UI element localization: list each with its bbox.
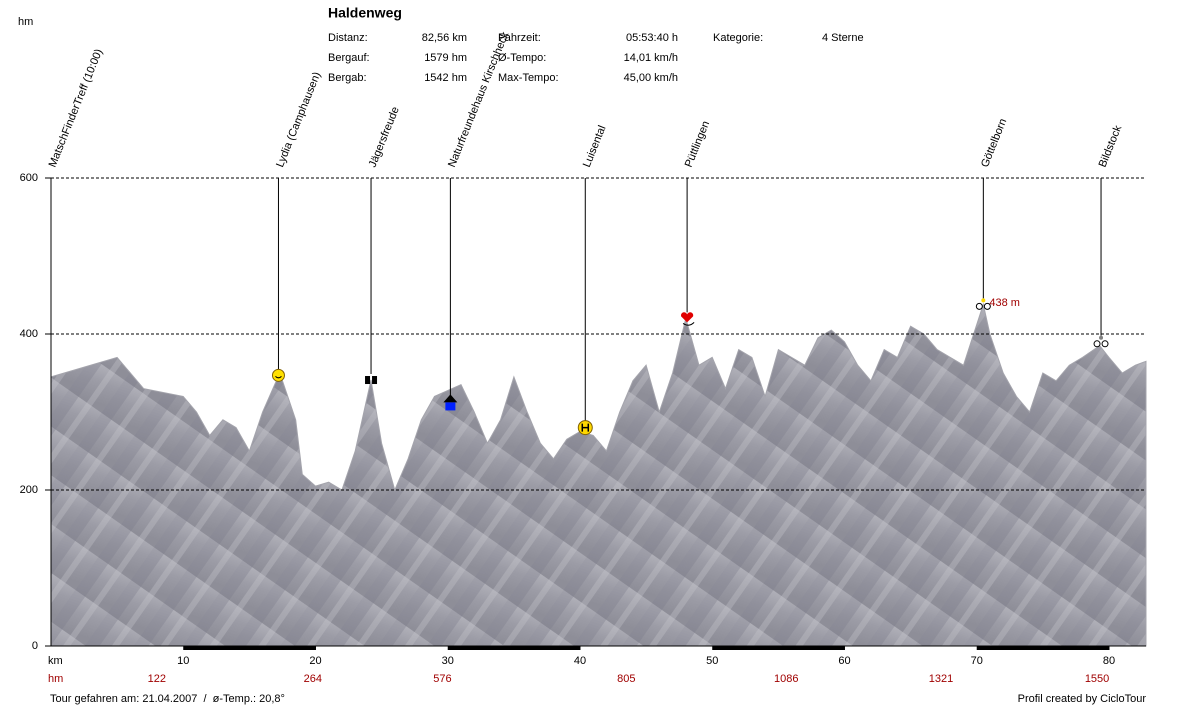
icon xyxy=(682,322,695,326)
icon xyxy=(1101,340,1109,348)
x-tick-label: 40 xyxy=(574,655,586,667)
x-tick-label: 70 xyxy=(971,655,983,667)
stat-value: 45,00 km/h xyxy=(624,72,678,84)
x-tick-label: 30 xyxy=(442,655,454,667)
waypoint-label: Bildstock xyxy=(1097,123,1125,169)
climb-label: 576 xyxy=(433,673,451,685)
x-unit: km xyxy=(48,655,63,667)
waypoint-label: Naturfreundehaus Kirschheck xyxy=(446,30,512,169)
stat-value: 1542 hm xyxy=(424,72,467,84)
icon xyxy=(983,302,991,310)
x-tick-label: 20 xyxy=(309,655,321,667)
climb-label: 1086 xyxy=(774,673,798,685)
waypoint xyxy=(365,178,378,385)
stat-value: 82,56 km xyxy=(422,32,467,44)
icon xyxy=(1093,340,1101,348)
km-bar xyxy=(447,646,580,650)
waypoint xyxy=(975,178,991,310)
icon xyxy=(581,423,590,432)
x-tick-label: 60 xyxy=(838,655,850,667)
stat-label: Kategorie: xyxy=(713,32,763,44)
y-tick-label: 0 xyxy=(32,640,38,652)
waypoint-label: Göttelborn xyxy=(979,117,1009,169)
y-tick-label: 200 xyxy=(20,484,38,496)
climb-label: 1321 xyxy=(929,673,953,685)
y-tick-label: 600 xyxy=(20,172,38,184)
climb-unit: hm xyxy=(48,673,63,685)
icon xyxy=(365,376,371,385)
profile-area xyxy=(50,302,1147,647)
climb-label: 805 xyxy=(617,673,635,685)
waypoint xyxy=(443,178,458,411)
stat-value: 14,01 km/h xyxy=(624,52,678,64)
climb-label: 1550 xyxy=(1085,673,1109,685)
waypoint-label: Püttlingen xyxy=(683,119,712,169)
stat-value: 1579 hm xyxy=(424,52,467,64)
waypoint-label: Luisental xyxy=(581,124,609,169)
waypoint xyxy=(271,178,285,382)
stat-label: Fahrzeit: xyxy=(498,32,541,44)
icon xyxy=(372,376,378,385)
waypoint-label: MatschFinderTreff (10:00) xyxy=(47,47,106,169)
icon xyxy=(445,402,456,411)
stat-label: Bergauf: xyxy=(328,52,370,64)
km-bar xyxy=(976,646,1109,650)
icon xyxy=(680,312,694,323)
icon xyxy=(443,394,458,403)
stat-label: Max-Tempo: xyxy=(498,72,559,84)
icon xyxy=(975,302,983,310)
stat-label: Distanz: xyxy=(328,32,368,44)
km-bar xyxy=(712,646,845,650)
waypoint-value-label: 438 m xyxy=(989,297,1020,309)
waypoint xyxy=(577,178,593,436)
icon xyxy=(1099,335,1104,340)
icon xyxy=(981,298,986,303)
waypoint-label: Jägersfreude xyxy=(367,105,402,169)
km-bar xyxy=(183,646,316,650)
y-tick-label: 400 xyxy=(20,328,38,340)
stat-value: 4 Sterne xyxy=(822,32,864,44)
chart-title: Haldenweg xyxy=(328,5,402,21)
y-unit: hm xyxy=(18,16,33,28)
icon xyxy=(271,368,285,382)
footer-left: Tour gefahren am: 21.04.2007 / ø-Temp.: … xyxy=(50,693,285,705)
climb-label: 264 xyxy=(304,673,322,685)
climb-label: 122 xyxy=(148,673,166,685)
waypoint xyxy=(680,178,695,326)
footer-right: Profil created by CicloTour xyxy=(1018,693,1147,705)
x-tick-label: 80 xyxy=(1103,655,1115,667)
icon xyxy=(275,375,282,379)
x-tick-label: 10 xyxy=(177,655,189,667)
waypoint xyxy=(1093,178,1109,348)
waypoint-label: Lydia (Camphausen) xyxy=(274,70,323,169)
stat-label: Bergab: xyxy=(328,72,367,84)
stat-value: 05:53:40 h xyxy=(626,32,678,44)
x-tick-label: 50 xyxy=(706,655,718,667)
stat-label: Ø-Tempo: xyxy=(498,52,546,64)
